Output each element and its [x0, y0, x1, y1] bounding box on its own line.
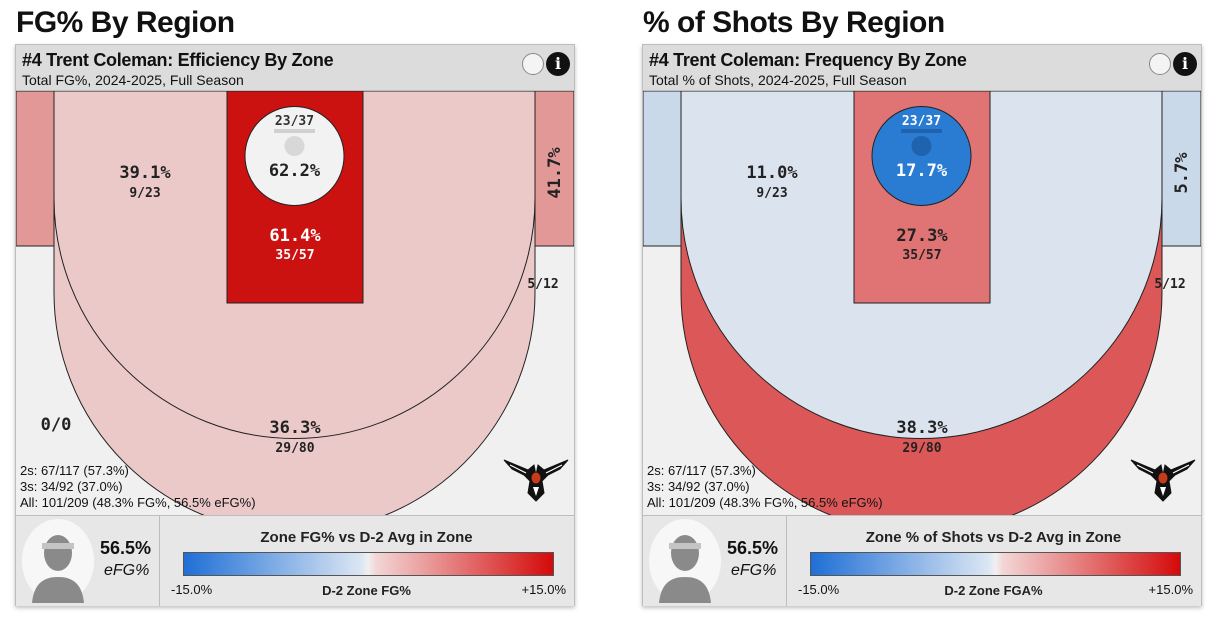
corner-left-value-label: 0/0	[41, 415, 72, 435]
overall-summary: All: 101/209 (48.3% FG%, 56.5% eFG%)	[20, 495, 256, 510]
frequency-chart-card: #4 Trent Coleman: Frequency By Zone Tota…	[642, 44, 1202, 606]
shooting-summary: 2s: 67/117 (57.3%) 3s: 34/92 (37.0%) All…	[20, 463, 256, 511]
three-attempts-label: 29/80	[902, 441, 941, 456]
card-header: #4 Trent Coleman: Efficiency By Zone Tot…	[16, 45, 574, 91]
three-value-label: 38.3%	[896, 418, 948, 438]
chart-title: #4 Trent Coleman: Frequency By Zone	[649, 50, 967, 70]
paint-value-label: 27.3%	[896, 226, 948, 246]
efficiency-chart-card: #4 Trent Coleman: Efficiency By Zone Tot…	[15, 44, 575, 606]
player-avatar-icon	[22, 519, 94, 603]
legend-title: Zone FG% vs D-2 Avg in Zone	[260, 529, 473, 546]
toggle-circle-button[interactable]	[1149, 53, 1171, 75]
hoop-mark	[284, 136, 305, 156]
card-header: #4 Trent Coleman: Frequency By Zone Tota…	[643, 45, 1201, 91]
legend-min-label: -15.0%	[171, 582, 213, 597]
zone-corner-left	[643, 91, 682, 247]
region-title: FG% By Region	[16, 6, 235, 39]
chart-subtitle: Total % of Shots, 2024-2025, Full Season	[649, 72, 907, 88]
chart-footer: 56.5% eFG% Zone FG% vs D-2 Avg in Zone -…	[16, 515, 574, 606]
legend-mid-label: D-2 Zone FG%	[322, 583, 411, 598]
team-logo-icon	[1130, 459, 1196, 502]
player-box: 56.5% eFG%	[643, 516, 787, 606]
rim-attempts-label: 23/37	[902, 114, 941, 129]
team-logo-icon	[503, 459, 569, 502]
shot-chart-court: 23/37 62.2% 61.4% 35/57 39.1% 9/23 41.7%…	[16, 91, 574, 515]
shot-chart-court: 23/37 17.7% 27.3% 35/57 11.0% 9/23 5.7% …	[643, 91, 1201, 515]
toggle-circle-button[interactable]	[522, 53, 544, 75]
chart-title: #4 Trent Coleman: Efficiency By Zone	[22, 50, 334, 70]
efg-value: 56.5%	[100, 538, 152, 558]
zone-corner-left	[16, 91, 55, 247]
legend-max-label: +15.0%	[521, 582, 566, 597]
paint-attempts-label: 35/57	[275, 248, 314, 263]
midrange-attempts-label: 9/23	[756, 186, 787, 201]
efg-label: eFG%	[731, 562, 777, 579]
paint-attempts-label: 35/57	[902, 248, 941, 263]
two-point-summary: 2s: 67/117 (57.3%)	[647, 463, 756, 478]
midrange-value-label: 11.0%	[746, 163, 798, 183]
rim-value-label: 62.2%	[269, 161, 321, 181]
rim-attempts-label: 23/37	[275, 114, 314, 129]
info-icon[interactable]: i	[546, 52, 570, 76]
chart-footer: 56.5% eFG% Zone % of Shots vs D-2 Avg in…	[643, 515, 1201, 606]
region-title: % of Shots By Region	[643, 6, 945, 39]
corner-right-attempts-label: 5/12	[1154, 277, 1185, 292]
color-scale-bar	[183, 552, 554, 576]
three-attempts-label: 29/80	[275, 441, 314, 456]
zone-corner-right	[1161, 91, 1201, 247]
two-point-summary: 2s: 67/117 (57.3%)	[20, 463, 129, 478]
shooting-summary: 2s: 67/117 (57.3%) 3s: 34/92 (37.0%) All…	[647, 463, 883, 511]
paint-value-label: 61.4%	[269, 226, 321, 246]
corner-right-attempts-label: 5/12	[527, 277, 558, 292]
info-icon[interactable]: i	[1173, 52, 1197, 76]
midrange-attempts-label: 9/23	[129, 186, 160, 201]
legend-title: Zone % of Shots vs D-2 Avg in Zone	[865, 529, 1122, 546]
three-value-label: 36.3%	[269, 418, 321, 438]
midrange-value-label: 39.1%	[119, 163, 171, 183]
three-point-summary: 3s: 34/92 (37.0%)	[20, 479, 123, 494]
color-scale-bar	[810, 552, 1181, 576]
legend-min-label: -15.0%	[798, 582, 840, 597]
overall-summary: All: 101/209 (48.3% FG%, 56.5% eFG%)	[647, 495, 883, 510]
corner-right-value-label: 41.7%	[545, 147, 565, 199]
efg-value: 56.5%	[727, 538, 779, 558]
chart-subtitle: Total FG%, 2024-2025, Full Season	[22, 72, 244, 88]
three-point-summary: 3s: 34/92 (37.0%)	[647, 479, 750, 494]
corner-right-value-label: 5.7%	[1172, 152, 1192, 194]
legend-mid-label: D-2 Zone FGA%	[944, 583, 1043, 598]
legend-max-label: +15.0%	[1148, 582, 1193, 597]
hoop-mark	[911, 136, 932, 156]
efg-label: eFG%	[104, 562, 150, 579]
player-avatar-icon	[649, 519, 721, 603]
rim-value-label: 17.7%	[896, 161, 948, 181]
player-box: 56.5% eFG%	[16, 516, 160, 606]
